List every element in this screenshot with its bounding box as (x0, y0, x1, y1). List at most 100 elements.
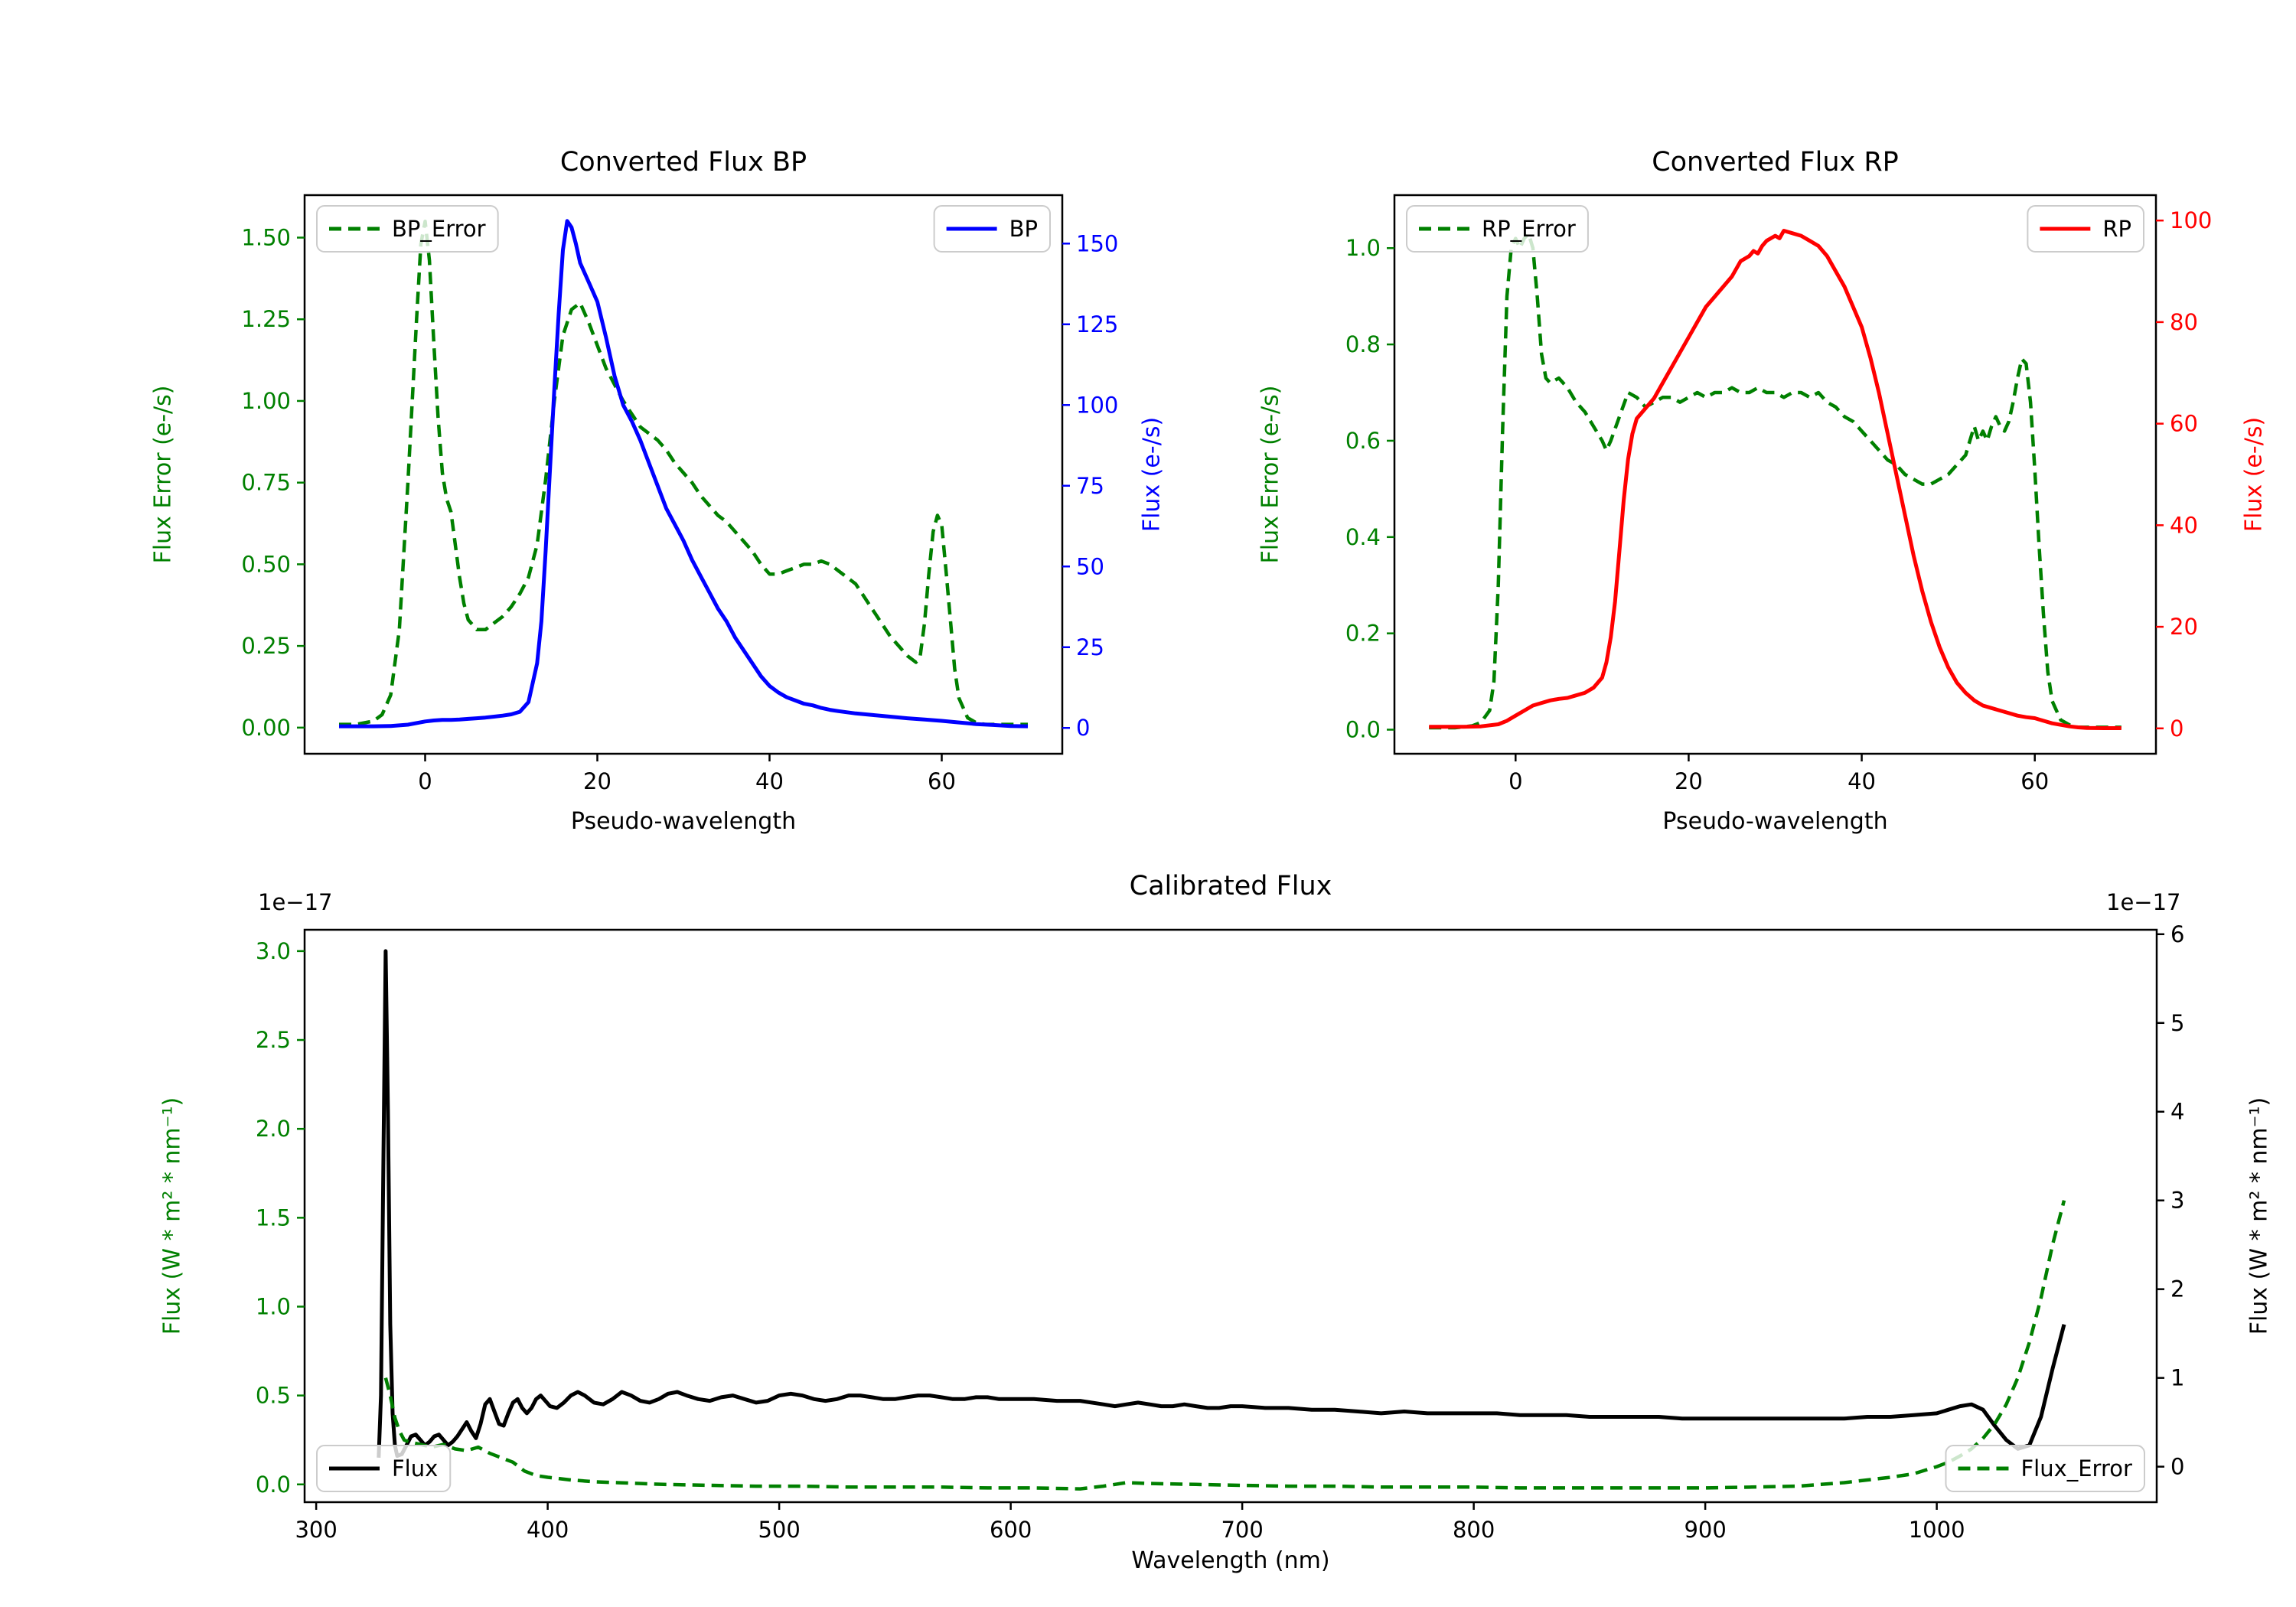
axes-spines-cal (303, 928, 2158, 1504)
svg-text:0: 0 (2170, 715, 2183, 742)
svg-text:0.50: 0.50 (241, 551, 291, 577)
svg-text:0.75: 0.75 (241, 470, 291, 496)
y-axis-label-cal-left: Flux (W * m² * nm⁻¹) (158, 1097, 186, 1335)
x-axis-label-rp: Pseudo-wavelength (1662, 808, 1888, 835)
svg-text:60: 60 (928, 768, 956, 794)
svg-text:2.5: 2.5 (256, 1027, 291, 1053)
svg-text:0.2: 0.2 (1345, 621, 1381, 647)
legend-label: RP_Error (1482, 216, 1576, 242)
legend-RP: RP (2027, 205, 2144, 253)
series-BP-line (339, 219, 1029, 729)
y-axis-ticks-left-bp: 0.00 0.25 0.50 0.75 1.00 1.25 1.50 (241, 224, 305, 741)
svg-text:5: 5 (2170, 1010, 2184, 1036)
svg-text:3.0: 3.0 (256, 938, 291, 964)
legend-label: Flux (392, 1455, 438, 1482)
svg-text:0: 0 (2170, 1454, 2184, 1480)
y-axis-label-bp-right: Flux (e-/s) (1138, 416, 1166, 533)
svg-text:1.00: 1.00 (241, 388, 291, 414)
svg-text:150: 150 (1076, 230, 1118, 256)
y-axis-label-rp-right: Flux (e-/s) (2240, 416, 2268, 533)
svg-text:300: 300 (295, 1517, 337, 1543)
y-axis-ticks-right-cal: 0 1 2 3 4 5 6 (2157, 921, 2184, 1480)
svg-text:40: 40 (1848, 768, 1876, 794)
series-RP-line (1429, 229, 2122, 730)
svg-text:6: 6 (2170, 921, 2184, 947)
legend-RP_Error: RP_Error (1406, 205, 1589, 253)
svg-text:60: 60 (2170, 411, 2198, 437)
chart-title-calibrated: Calibrated Flux (1129, 871, 1332, 901)
x-axis-label-bp: Pseudo-wavelength (570, 808, 797, 835)
svg-text:50: 50 (1076, 553, 1104, 579)
svg-text:0: 0 (1508, 768, 1522, 794)
axes-spines-rp (1393, 194, 2157, 755)
svg-text:1.25: 1.25 (241, 306, 291, 332)
chart-title-rp: Converted Flux RP (1652, 147, 1899, 178)
chart-title-bp: Converted Flux BP (559, 147, 807, 178)
series-Flux-line (377, 949, 2066, 1459)
legend-BP_Error: BP_Error (316, 205, 499, 253)
x-axis-ticks-rp: 0 20 40 60 (1508, 754, 2049, 794)
y-axis-ticks-left-rp: 0.0 0.2 0.4 0.6 0.8 1.0 (1345, 235, 1394, 743)
legend-label: Flux_Error (2020, 1455, 2132, 1482)
svg-text:75: 75 (1076, 473, 1104, 499)
x-axis-ticks-bp: 0 20 40 60 (418, 754, 956, 794)
series-Flux_Error-line (383, 1200, 2066, 1491)
svg-text:3: 3 (2170, 1188, 2184, 1214)
legend-Flux: Flux (316, 1445, 452, 1492)
legend-label: BP_Error (392, 216, 486, 242)
series-BP_Error-line (339, 219, 1028, 726)
legend-box (316, 1445, 452, 1492)
svg-text:60: 60 (2020, 768, 2049, 794)
svg-text:1.50: 1.50 (241, 224, 291, 250)
svg-text:40: 40 (755, 768, 784, 794)
svg-text:80: 80 (2170, 309, 2198, 335)
svg-text:20: 20 (583, 768, 612, 794)
svg-text:4: 4 (2170, 1099, 2184, 1125)
svg-text:0.8: 0.8 (1345, 331, 1381, 357)
y-axis-label-cal-right: Flux (W * m² * nm⁻¹) (2245, 1097, 2273, 1335)
svg-text:900: 900 (1684, 1517, 1726, 1543)
svg-text:125: 125 (1076, 311, 1118, 337)
svg-text:100: 100 (2170, 207, 2212, 233)
svg-text:0.6: 0.6 (1345, 428, 1381, 454)
svg-text:20: 20 (2170, 614, 2198, 640)
svg-text:0.0: 0.0 (1345, 717, 1381, 743)
svg-text:600: 600 (990, 1517, 1032, 1543)
svg-text:0: 0 (1076, 715, 1090, 741)
y-axis-label-bp-left: Flux Error (e-/s) (149, 385, 177, 564)
x-axis-label-wavelength: Wavelength (nm) (1131, 1547, 1330, 1574)
svg-text:700: 700 (1221, 1517, 1263, 1543)
legend-box (316, 205, 499, 253)
svg-text:40: 40 (2170, 512, 2198, 538)
svg-text:500: 500 (758, 1517, 800, 1543)
svg-text:800: 800 (1453, 1517, 1495, 1543)
svg-text:0.00: 0.00 (241, 715, 291, 741)
svg-text:1.0: 1.0 (256, 1293, 291, 1319)
offset-text-right: 1e−17 (2106, 889, 2181, 915)
series-RP_Error-line (1429, 232, 2122, 730)
legend-box (1406, 205, 1589, 253)
svg-text:0.4: 0.4 (1345, 524, 1381, 550)
y-axis-label-rp-left: Flux Error (e-/s) (1257, 385, 1284, 564)
legend-BP: BP (933, 205, 1051, 253)
y-axis-ticks-right-rp: 0 20 40 60 80 100 (2156, 207, 2212, 742)
legend-Flux_Error: Flux_Error (1945, 1445, 2145, 1492)
svg-text:1.5: 1.5 (256, 1204, 291, 1231)
svg-text:2: 2 (2170, 1276, 2184, 1302)
legend-box (1945, 1445, 2145, 1492)
offset-text-left: 1e−17 (258, 889, 333, 915)
svg-text:0: 0 (418, 768, 432, 794)
svg-text:0.25: 0.25 (241, 633, 291, 659)
y-axis-ticks-left-cal: 0.0 0.5 1.0 1.5 2.0 2.5 3.0 (256, 938, 305, 1498)
svg-text:0.0: 0.0 (256, 1472, 291, 1498)
svg-text:25: 25 (1076, 634, 1104, 660)
svg-text:100: 100 (1076, 392, 1118, 418)
axes-spines-bp (303, 194, 1064, 755)
y-axis-ticks-right-bp: 0 25 50 75 100 125 150 (1062, 230, 1118, 741)
svg-text:0.5: 0.5 (256, 1383, 291, 1409)
legend-label: RP (2102, 216, 2131, 242)
svg-text:1.0: 1.0 (1345, 235, 1381, 261)
x-axis-ticks-cal: 300 400 500 600 700 800 900 1000 (295, 1502, 1965, 1543)
